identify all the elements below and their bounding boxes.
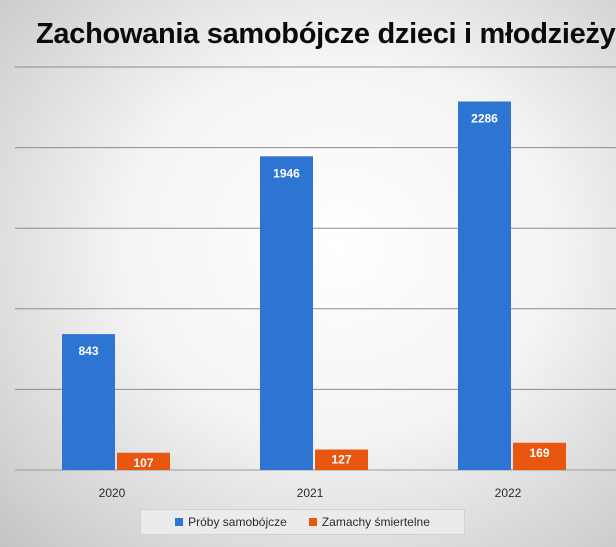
legend: Próby samobójcze Zamachy śmiertelne: [140, 509, 465, 535]
data-label-series-2-2021: 127: [331, 453, 351, 467]
data-label-series-2-2020: 107: [133, 456, 153, 470]
bar-series-2-2022: [513, 442, 566, 470]
data-labels: 843 1946 2286 107 127 169: [78, 111, 549, 469]
x-tick-labels: 2020 2021 2022: [99, 486, 522, 500]
bar-series-1-2021: [260, 156, 313, 470]
bar-series-1-2020: [62, 334, 115, 470]
chart-title: Zachowania samobójcze dzieci i młodzieży: [36, 18, 616, 50]
legend-swatch-series-2: [308, 518, 317, 526]
bars: [62, 101, 566, 471]
data-label-series-1-2022: 2286: [471, 111, 498, 125]
gridlines: [15, 66, 616, 390]
legend-item-series-2: Zamachy śmiertelne: [308, 515, 430, 529]
data-label-series-2-2022: 169: [529, 446, 549, 460]
legend-label-series-1: Próby samobójcze: [188, 515, 287, 529]
data-label-series-1-2021: 1946: [273, 166, 300, 180]
x-tick-label-2022: 2022: [495, 486, 522, 500]
legend-item-series-1: Próby samobójcze: [175, 515, 287, 529]
bar-series-2-2020: [117, 452, 170, 470]
bar-series-1-2022: [458, 101, 511, 471]
legend-swatch-series-1: [175, 518, 184, 526]
legend-label-series-2: Zamachy śmiertelne: [321, 515, 430, 529]
x-tick-label-2020: 2020: [99, 486, 126, 500]
bar-series-2-2021: [315, 449, 368, 470]
data-label-series-1-2020: 843: [78, 344, 98, 358]
x-tick-label-2021: 2021: [297, 486, 324, 500]
